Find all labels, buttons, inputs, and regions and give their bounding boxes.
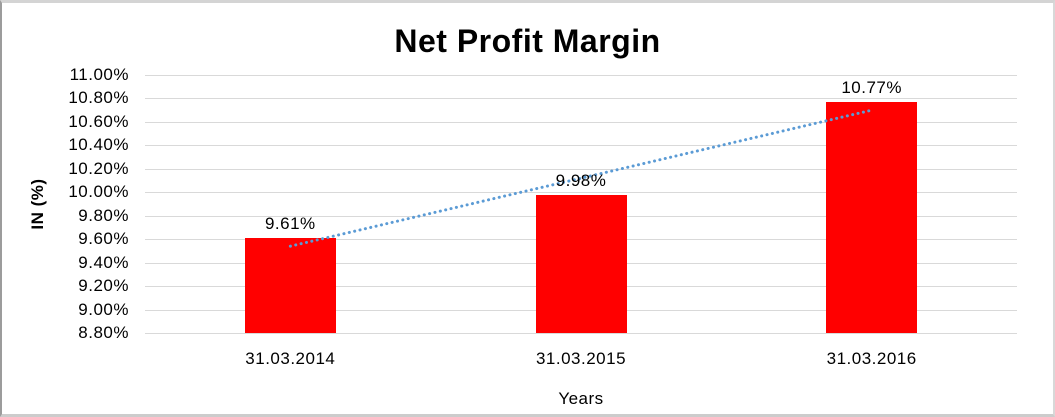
y-tick-label: 10.80% bbox=[68, 88, 129, 108]
gridline bbox=[145, 121, 1017, 123]
gridline bbox=[145, 168, 1017, 170]
bar-3 bbox=[826, 101, 918, 333]
chart-title: Net Profit Margin bbox=[394, 23, 661, 59]
x-tick-label-3: 31.03.2016 bbox=[826, 349, 917, 368]
x-tick-label-1: 31.03.2014 bbox=[245, 349, 336, 368]
y-tick-label: 8.80% bbox=[78, 323, 129, 342]
y-tick-label: 10.20% bbox=[68, 158, 129, 178]
gridline bbox=[145, 145, 1017, 147]
y-tick-label: 9.20% bbox=[78, 276, 129, 296]
y-tick-label: 11.00% bbox=[69, 65, 129, 84]
y-tick-label: 9.60% bbox=[78, 229, 129, 249]
gridline bbox=[145, 75, 1017, 76]
gridline bbox=[145, 192, 1017, 194]
y-tick-label: 10.60% bbox=[68, 111, 129, 131]
bar-1 bbox=[244, 238, 336, 333]
bar-2 bbox=[535, 194, 627, 333]
gridline bbox=[145, 98, 1017, 100]
gridline bbox=[145, 333, 1017, 334]
data-label-2: 9.98% bbox=[555, 170, 607, 190]
data-label-3: 10.77% bbox=[841, 77, 902, 97]
y-tick-label: 9.00% bbox=[78, 299, 129, 319]
data-label-1: 9.61% bbox=[264, 214, 316, 233]
y-tick-label: 9.40% bbox=[78, 252, 129, 272]
y-tick-label: 9.80% bbox=[78, 205, 129, 225]
trendline bbox=[288, 108, 874, 248]
y-tick-label: 10.00% bbox=[68, 182, 129, 202]
y-tick-label: 10.40% bbox=[68, 135, 129, 155]
x-tick-label-2: 31.03.2015 bbox=[535, 349, 627, 368]
x-axis-title: Years bbox=[558, 389, 604, 408]
